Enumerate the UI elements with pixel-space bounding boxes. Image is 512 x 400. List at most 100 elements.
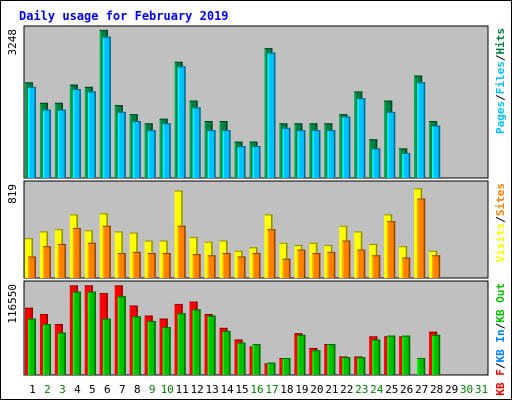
x-tick-label: 21 bbox=[325, 383, 338, 396]
bar-sites bbox=[312, 253, 321, 278]
x-tick-label: 26 bbox=[400, 383, 413, 396]
bar-sites bbox=[207, 255, 216, 278]
bar-files bbox=[117, 111, 126, 178]
x-tick-label: 1 bbox=[29, 383, 36, 396]
bar-sites bbox=[177, 225, 186, 278]
bar-files bbox=[357, 98, 366, 178]
legend-entry: KB In bbox=[494, 329, 507, 362]
bar-sites bbox=[252, 253, 261, 278]
legend-entry: / bbox=[494, 54, 507, 61]
panel-legend: Pages/Files/Hits bbox=[494, 28, 507, 134]
bar-files bbox=[177, 66, 186, 178]
bar-sites bbox=[117, 253, 126, 278]
x-tick-label: 10 bbox=[161, 383, 174, 396]
bar-files bbox=[28, 86, 36, 178]
panel-hits-files: 3248 Pages/Files/Hits bbox=[6, 25, 507, 179]
bar-files bbox=[192, 107, 201, 178]
y-max-label: 116550 bbox=[6, 284, 19, 324]
panel-visits-sites: 819 Visits/Sites bbox=[6, 180, 507, 279]
y-max-label: 3248 bbox=[6, 29, 19, 56]
bar-sites bbox=[192, 254, 201, 278]
bar-sites bbox=[147, 253, 156, 278]
bar-files bbox=[282, 127, 291, 178]
bar-sites bbox=[28, 256, 36, 278]
legend-entry: Visits bbox=[494, 223, 507, 263]
bar-files bbox=[417, 82, 426, 178]
chart-title: Daily usage for February 2019 bbox=[19, 9, 229, 23]
x-tick-label: 12 bbox=[191, 383, 204, 396]
x-tick-label: 8 bbox=[134, 383, 141, 396]
x-tick-label: 17 bbox=[265, 383, 278, 396]
y-max-label: 819 bbox=[6, 184, 19, 204]
bar-files bbox=[87, 91, 96, 178]
bar-sites bbox=[417, 198, 426, 278]
bar-sites bbox=[372, 255, 381, 278]
panels-layer: 3248Pages/Files/Hits819Visits/Sites11655… bbox=[6, 25, 507, 396]
bar-sites bbox=[387, 221, 396, 278]
bar-sites bbox=[327, 251, 336, 278]
bar-files bbox=[252, 146, 261, 178]
x-axis: 1 2 3 4 5 6 7 8 9 10 11 12 13 14 15 16 17 18 19 20 21 22 23 24 2… bbox=[29, 383, 488, 396]
bar-files bbox=[327, 130, 336, 178]
bar-sites bbox=[402, 257, 411, 278]
bar-files bbox=[342, 116, 351, 178]
bar-files bbox=[372, 148, 381, 178]
bar-kb-out bbox=[267, 362, 276, 375]
bar-files bbox=[102, 36, 111, 179]
bar-sites bbox=[432, 255, 441, 278]
bar-sites bbox=[237, 256, 246, 278]
bar-kb-out bbox=[72, 291, 81, 375]
bar-kb-out bbox=[42, 324, 51, 375]
legend-entry: / bbox=[494, 94, 507, 101]
legend-entry: KB F bbox=[494, 369, 507, 396]
bar-kb-out bbox=[372, 339, 381, 375]
x-tick-label: 5 bbox=[89, 383, 96, 396]
bar-kb-out bbox=[432, 334, 441, 375]
bar-kb-out bbox=[102, 318, 111, 375]
bar-files bbox=[132, 121, 141, 178]
bar-kb-out bbox=[357, 357, 366, 375]
bar-kb-out bbox=[387, 335, 396, 375]
bar-kb-out bbox=[57, 332, 66, 375]
bar-files bbox=[297, 130, 306, 178]
bar-files bbox=[387, 111, 396, 178]
bar-kb-out bbox=[342, 357, 351, 375]
bar-files bbox=[147, 130, 156, 178]
x-tick-label: 18 bbox=[280, 383, 293, 396]
bar-kb-out bbox=[147, 320, 156, 375]
bar-files bbox=[207, 130, 216, 178]
bar-kb-out bbox=[417, 358, 426, 375]
bar-kb-out bbox=[87, 291, 96, 375]
x-tick-label: 3 bbox=[59, 383, 66, 396]
x-tick-label: 30 bbox=[460, 383, 473, 396]
panel-legend: Visits/Sites bbox=[494, 183, 507, 263]
legend-entry: / bbox=[494, 216, 507, 223]
x-tick-label: 29 bbox=[445, 383, 458, 396]
bar-kb-out bbox=[132, 316, 141, 375]
x-tick-label: 28 bbox=[430, 383, 443, 396]
x-tick-label: 11 bbox=[176, 383, 189, 396]
legend-entry: / bbox=[494, 362, 507, 369]
x-tick-label: 22 bbox=[340, 383, 353, 396]
x-tick-label: 31 bbox=[475, 383, 488, 396]
legend-entry: Files bbox=[494, 61, 507, 94]
bar-sites bbox=[87, 242, 96, 278]
bar-kb-out bbox=[177, 313, 186, 375]
bar-sites bbox=[297, 249, 306, 278]
x-tick-label: 20 bbox=[310, 383, 323, 396]
bar-kb-out bbox=[237, 342, 246, 375]
x-tick-label: 19 bbox=[295, 383, 308, 396]
x-tick-label: 13 bbox=[205, 383, 218, 396]
bar-sites bbox=[282, 258, 291, 278]
bar-sites bbox=[267, 229, 276, 278]
bar-files bbox=[222, 130, 231, 178]
x-tick-label: 15 bbox=[235, 383, 248, 396]
x-tick-label: 24 bbox=[370, 383, 384, 396]
legend-entry: / bbox=[494, 322, 507, 329]
bar-kb-out bbox=[297, 334, 306, 375]
bar-sites bbox=[222, 253, 231, 278]
bar-sites bbox=[57, 243, 66, 278]
bar-files bbox=[72, 89, 81, 178]
bar-files bbox=[42, 109, 51, 178]
